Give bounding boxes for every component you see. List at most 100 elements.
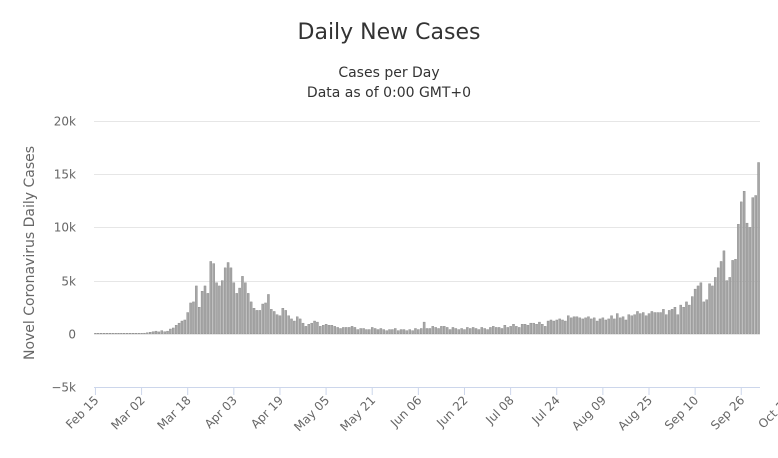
bar xyxy=(575,316,579,334)
bar xyxy=(486,329,489,335)
bar xyxy=(434,327,437,335)
bar xyxy=(417,329,420,335)
y-axis-label: Novel Coronavirus Daily Cases xyxy=(22,146,38,360)
bar xyxy=(636,311,639,334)
bar xyxy=(523,324,527,335)
bar xyxy=(518,327,521,335)
bar xyxy=(120,333,123,334)
bar xyxy=(212,263,215,334)
bar xyxy=(538,321,541,335)
bar xyxy=(480,327,484,335)
bar xyxy=(670,309,674,334)
bar xyxy=(754,195,757,335)
bar xyxy=(296,316,299,334)
bar xyxy=(180,320,184,334)
bar xyxy=(114,333,117,334)
bar xyxy=(688,304,691,335)
bar xyxy=(304,326,308,335)
bar xyxy=(123,333,126,334)
bar xyxy=(448,329,452,335)
x-tick-label: Feb 15 xyxy=(63,393,101,431)
bar xyxy=(301,322,305,335)
bar xyxy=(543,326,547,335)
bar xyxy=(492,326,495,335)
bar xyxy=(630,315,633,334)
bar xyxy=(751,197,755,335)
bar xyxy=(621,316,625,334)
bar xyxy=(336,327,339,335)
bar xyxy=(370,327,374,335)
bar xyxy=(345,327,348,335)
bar xyxy=(197,307,201,335)
bar xyxy=(740,201,743,335)
bar xyxy=(267,294,270,334)
bar xyxy=(624,319,628,335)
y-tick-label: 15k xyxy=(54,168,76,182)
bar xyxy=(131,333,135,334)
bar xyxy=(667,310,671,335)
bar xyxy=(474,328,478,335)
bar xyxy=(163,331,166,335)
bar xyxy=(457,329,460,335)
bar xyxy=(642,312,645,334)
bar xyxy=(235,293,238,334)
bar xyxy=(411,330,414,334)
bar xyxy=(143,332,146,335)
bar xyxy=(705,299,708,334)
bar xyxy=(157,331,161,335)
bar xyxy=(716,267,720,334)
bar xyxy=(316,321,319,335)
bar xyxy=(223,267,227,334)
bar xyxy=(373,328,377,335)
bar xyxy=(108,333,112,334)
bar xyxy=(226,262,230,335)
bar xyxy=(627,314,631,334)
bar xyxy=(148,332,152,335)
bar xyxy=(592,317,596,334)
bar xyxy=(578,317,582,334)
bar xyxy=(691,296,694,334)
bar xyxy=(515,326,518,335)
bar xyxy=(356,329,360,335)
bar xyxy=(203,285,207,335)
bar xyxy=(500,328,504,335)
bar xyxy=(209,261,213,335)
bar xyxy=(520,324,524,335)
bar xyxy=(650,311,654,334)
bar xyxy=(728,277,731,335)
bar xyxy=(353,327,357,335)
bar xyxy=(160,330,164,334)
bar xyxy=(659,312,662,334)
bar xyxy=(679,304,682,335)
bar xyxy=(662,309,665,334)
bar xyxy=(368,329,371,335)
bar xyxy=(388,329,391,335)
x-tick-label: Oct 12 xyxy=(755,393,778,431)
bar xyxy=(512,324,515,335)
bar xyxy=(169,328,172,335)
bar xyxy=(146,332,149,334)
bar xyxy=(232,282,236,335)
bar xyxy=(342,327,345,335)
bar xyxy=(339,328,342,335)
bar xyxy=(221,280,224,335)
bar xyxy=(682,307,685,335)
y-tick-label: 0 xyxy=(68,328,76,342)
x-tick-label: Mar 18 xyxy=(154,393,193,432)
bar xyxy=(396,330,400,334)
bar xyxy=(451,327,455,335)
bar xyxy=(569,317,573,334)
bar xyxy=(454,328,458,335)
bar xyxy=(128,333,132,334)
bar xyxy=(494,327,498,335)
bar xyxy=(362,328,365,335)
bar xyxy=(134,333,138,334)
bar xyxy=(745,222,749,335)
bar xyxy=(298,318,302,334)
bar xyxy=(598,318,602,334)
bar xyxy=(725,280,729,335)
bar xyxy=(272,311,276,334)
bar xyxy=(460,328,463,335)
bar xyxy=(699,282,703,335)
